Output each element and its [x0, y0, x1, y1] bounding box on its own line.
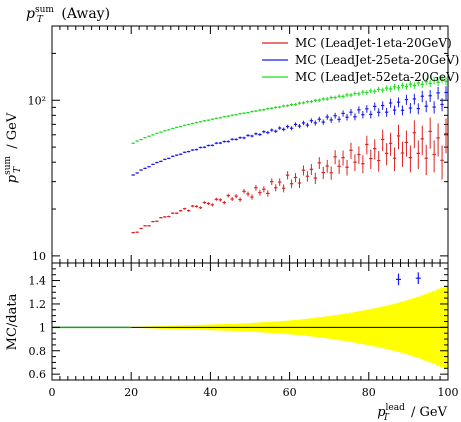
main-y-tick-label: 10² — [28, 94, 46, 107]
legend-label: MC (LeadJet-52eta-20GeV) — [295, 70, 459, 84]
main-axis-ticks: 10 10² — [28, 25, 449, 264]
ratio-plot: 0.6 0.8 1 1.2 1.4 0 20 40 60 80 100 MC/data plead T… — [5, 262, 459, 422]
x-axis-label: plead T / GeV — [377, 403, 447, 422]
main-title: psum T (Away) — [26, 5, 110, 25]
x-tick-label: 80 — [362, 386, 376, 399]
ratio-y-tick-label: 1 — [39, 321, 46, 334]
x-tick-label: 60 — [283, 386, 297, 399]
x-tick-label: 20 — [124, 386, 138, 399]
ratio-y-tick-label: 1.2 — [29, 298, 47, 311]
main-series-layer — [131, 75, 448, 234]
series-1 — [131, 117, 448, 234]
ratio-y-tick-label: 0.8 — [29, 345, 47, 358]
main-y-tick-label: 10 — [32, 250, 46, 263]
legend-label: MC (LeadJet-25eta-20GeV) — [295, 53, 459, 67]
series-2 — [131, 86, 448, 176]
ratio-y-axis-label: MC/data — [5, 293, 20, 350]
x-tick-label: 40 — [203, 386, 217, 399]
series-3 — [131, 75, 448, 144]
x-tick-label: 100 — [438, 386, 459, 399]
x-tick-label: 0 — [49, 386, 56, 399]
legend-label: MC (LeadJet-1eta-20GeV) — [295, 36, 452, 50]
main-y-axis-label: psumT / GeV — [3, 112, 23, 183]
ratio-points-layer — [396, 272, 421, 286]
ratio-y-tick-label: 1.4 — [29, 275, 47, 288]
ratio-y-tick-label: 0.6 — [29, 368, 47, 381]
legend: MC (LeadJet-1eta-20GeV) MC (LeadJet-25eta… — [262, 36, 459, 84]
ratio-axis-ticks: 0.6 0.8 1 1.2 1.4 0 20 40 60 80 100 — [29, 263, 459, 399]
